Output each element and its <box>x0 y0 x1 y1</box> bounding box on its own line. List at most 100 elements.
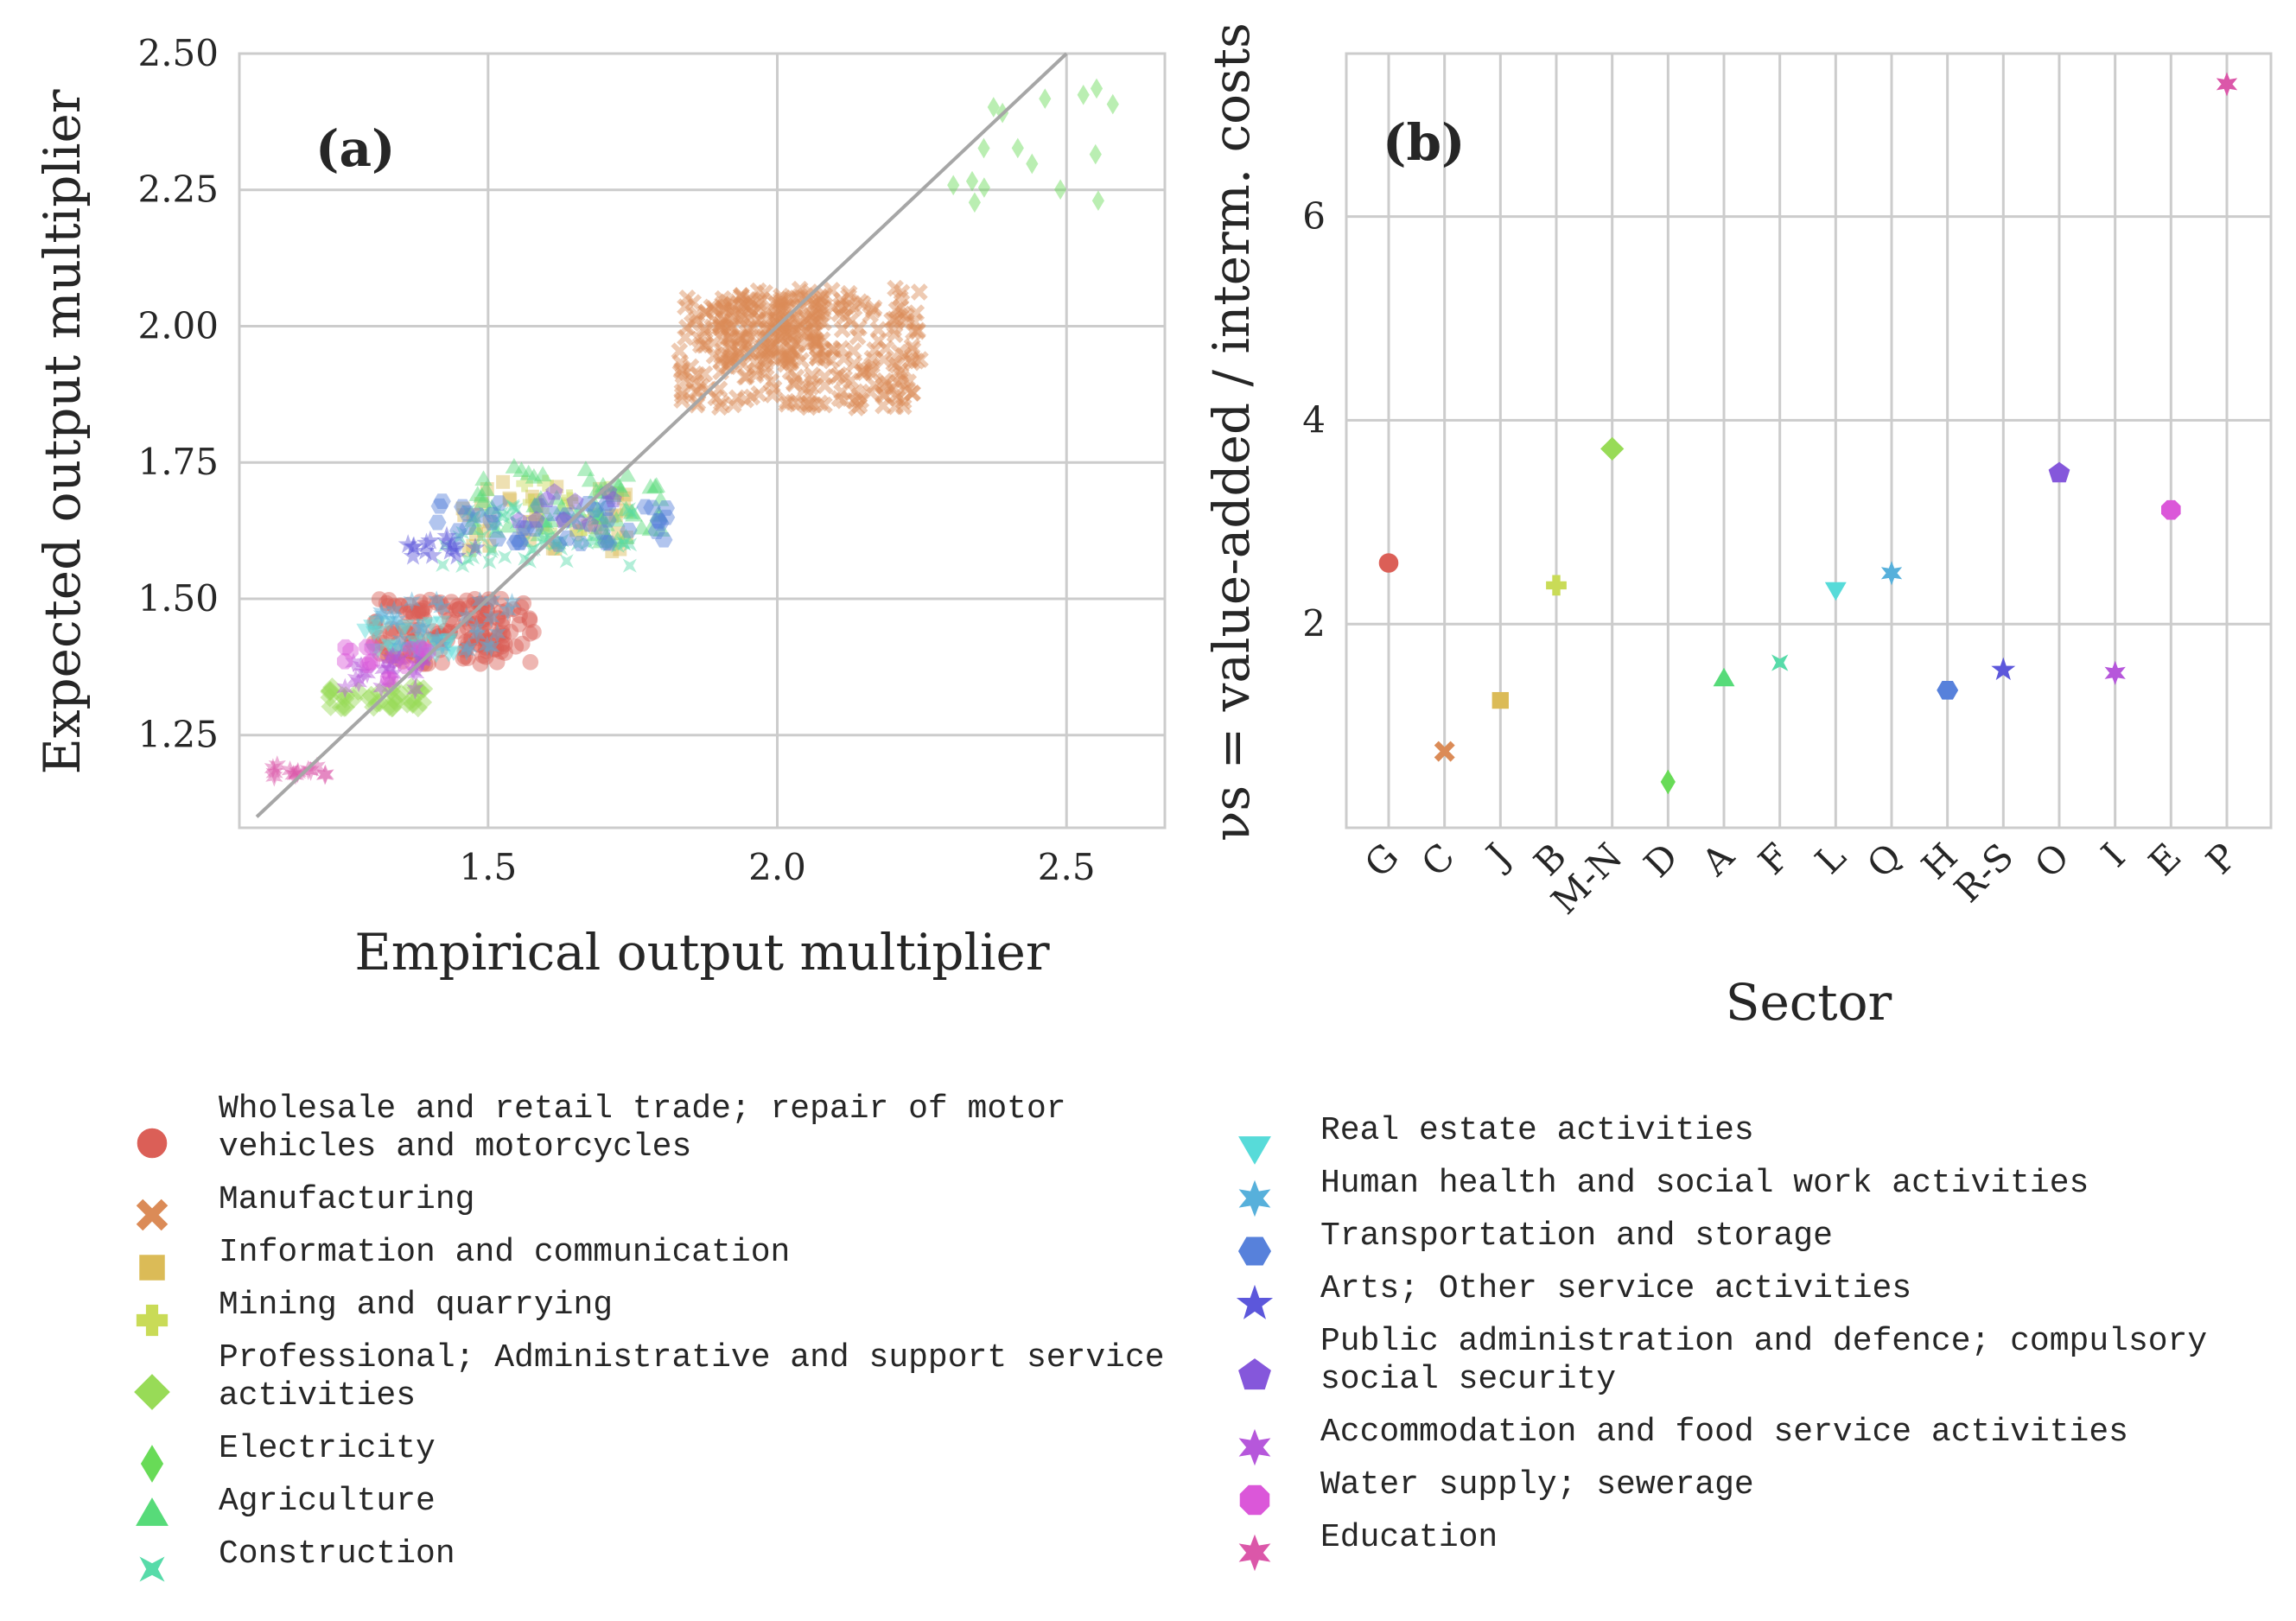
data-point-C <box>909 321 926 340</box>
data-point-F <box>622 558 637 573</box>
data-point-C <box>677 298 694 315</box>
marker-shape <box>736 329 754 347</box>
marker-shape <box>735 308 752 327</box>
data-point-C <box>771 296 788 314</box>
data-point-C <box>860 360 878 378</box>
data-point-C <box>717 346 735 363</box>
data-point-G <box>474 626 491 644</box>
data-point-C <box>912 351 929 368</box>
data-point-C <box>862 306 880 324</box>
marker-shape <box>862 364 881 382</box>
marker-shape <box>378 639 395 657</box>
data-point-C <box>903 385 921 402</box>
cluster-D <box>947 78 1119 213</box>
data-point-C <box>723 296 741 314</box>
marker-shape <box>888 389 906 407</box>
marker-shape <box>140 1445 164 1483</box>
data-point-G <box>493 635 511 652</box>
data-point-G <box>408 647 425 664</box>
data-point-G <box>481 621 499 639</box>
data-point-C <box>891 289 909 307</box>
data-point-C <box>687 311 705 328</box>
marker-shape <box>805 296 824 314</box>
marker-shape <box>402 643 419 660</box>
marker-shape <box>139 1556 165 1582</box>
marker-shape <box>400 639 417 657</box>
y-tick-label: 2 <box>1302 602 1326 645</box>
marker-shape <box>875 386 893 404</box>
marker-shape <box>797 322 814 340</box>
data-point-E <box>364 639 381 656</box>
marker-shape <box>814 300 832 318</box>
legend-item-O: Public administration and defence; compu… <box>1238 1323 2207 1398</box>
data-point-C <box>711 398 728 416</box>
marker-shape <box>805 320 823 337</box>
data-point-G <box>398 604 415 621</box>
data-point-G <box>390 635 406 652</box>
cluster-C <box>671 279 929 416</box>
marker-shape <box>1236 1284 1274 1319</box>
marker-shape <box>1054 179 1067 200</box>
marker-shape <box>762 372 780 391</box>
marker-shape <box>723 302 741 320</box>
legend-marker-O <box>1238 1358 1271 1390</box>
data-point-C <box>714 331 732 349</box>
data-point-D <box>977 177 990 198</box>
marker-shape <box>803 372 821 390</box>
marker-shape <box>442 623 458 640</box>
data-point-C <box>854 295 872 313</box>
data-point-C <box>752 310 769 328</box>
marker-shape <box>469 630 486 646</box>
data-point-C <box>806 333 824 350</box>
data-point-C <box>892 366 910 385</box>
data-point-C <box>804 309 822 327</box>
marker-shape <box>774 292 792 309</box>
data-point-C <box>891 361 909 379</box>
data-point-C <box>730 311 748 329</box>
data-point-G <box>378 639 395 657</box>
data-point-C <box>779 352 798 370</box>
marker-shape <box>405 621 422 639</box>
data-point-C <box>850 397 868 415</box>
data-point-C <box>789 335 806 353</box>
data-point-G <box>391 597 409 614</box>
marker-shape <box>505 601 522 618</box>
data-point-C <box>869 332 887 350</box>
marker-shape <box>738 323 756 341</box>
data-point-C <box>887 301 906 319</box>
data-point-C <box>805 324 824 342</box>
marker-shape <box>833 321 851 339</box>
data-point-D <box>1660 769 1676 795</box>
data-point-C <box>718 315 736 334</box>
data-point-C <box>829 367 846 385</box>
data-point-E <box>361 654 378 671</box>
marker-shape <box>912 351 929 368</box>
marker-shape <box>426 630 442 646</box>
marker-shape <box>441 611 458 628</box>
marker-shape <box>758 302 775 321</box>
data-point-G <box>478 633 494 650</box>
marker-shape <box>811 394 829 412</box>
data-point-C <box>711 319 728 336</box>
marker-shape <box>813 331 831 349</box>
marker-shape <box>1039 88 1052 110</box>
data-point-C <box>678 289 696 307</box>
marker-shape <box>833 291 850 309</box>
data-point-C <box>804 333 822 351</box>
y-axis-label: νs = value-added / interm. costs <box>1202 22 1261 842</box>
marker-shape <box>1091 190 1104 212</box>
marker-shape <box>414 655 430 672</box>
marker-shape <box>402 603 419 620</box>
marker-shape <box>781 350 799 368</box>
data-point-G <box>515 594 532 612</box>
data-point-G <box>468 611 486 628</box>
marker-shape <box>478 633 494 650</box>
marker-shape <box>780 338 798 356</box>
data-point-G <box>479 601 496 619</box>
marker-shape <box>2104 660 2126 685</box>
data-point-C <box>758 341 776 359</box>
marker-shape <box>1378 553 1399 573</box>
marker-shape <box>685 372 703 390</box>
legend-label: Water supply; sewerage <box>1320 1466 1754 1503</box>
data-point-G <box>379 647 397 664</box>
